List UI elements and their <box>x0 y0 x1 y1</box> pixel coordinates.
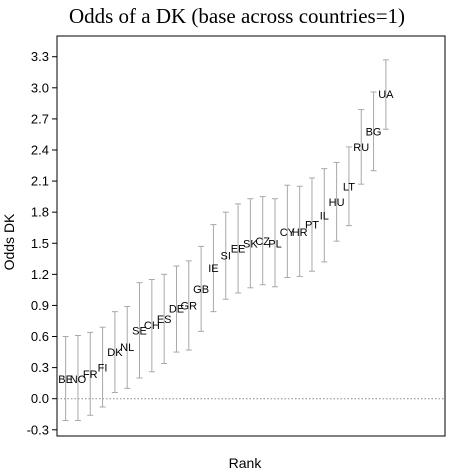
error-bar <box>358 109 365 185</box>
y-tick-label: 0.6 <box>31 329 49 344</box>
error-bar <box>382 59 389 130</box>
point-label: RU <box>353 142 369 154</box>
error-bar <box>74 334 81 421</box>
error-bar <box>222 211 229 300</box>
point-label: CY <box>280 227 296 239</box>
error-bar <box>345 146 352 227</box>
point-label: PT <box>305 220 319 232</box>
point-label: CH <box>144 320 160 332</box>
point-label: GR <box>181 300 198 312</box>
point-label: ES <box>157 314 172 326</box>
error-bar <box>87 331 94 416</box>
point-label: NO <box>70 374 87 386</box>
point-label: PL <box>268 238 281 250</box>
error-bar <box>370 91 377 172</box>
point-label: LT <box>343 181 355 193</box>
y-tick-label: 3.3 <box>31 49 49 64</box>
point-label: FI <box>98 363 108 375</box>
error-bar <box>111 311 118 393</box>
point-label: BG <box>366 126 382 138</box>
point-label: IL <box>320 210 329 222</box>
error-bar <box>148 279 155 373</box>
point-label: HU <box>329 197 345 209</box>
point-label: SI <box>221 251 231 263</box>
point-label: SK <box>243 238 258 250</box>
y-axis-label: Odds DK <box>1 213 17 270</box>
error-bar <box>173 265 180 353</box>
chart-title: Odds of a DK (base across countries=1) <box>69 4 405 28</box>
error-bar <box>308 177 315 272</box>
y-tick-label: 0.9 <box>31 298 49 313</box>
x-axis-label: Rank <box>229 455 263 471</box>
point-label: DE <box>169 304 184 316</box>
point-label: UA <box>378 89 394 101</box>
error-bar <box>235 203 242 294</box>
error-bar <box>272 198 279 288</box>
error-bar <box>198 245 205 332</box>
y-tick-label: 1.2 <box>31 267 49 282</box>
error-bar <box>161 273 168 364</box>
error-bar <box>185 260 192 351</box>
point-label: EE <box>231 243 246 255</box>
error-bar <box>259 196 266 286</box>
error-bar <box>247 198 254 289</box>
y-tick-label: 0.0 <box>31 391 49 406</box>
y-tick-label: 2.1 <box>31 174 49 189</box>
error-bar <box>136 282 143 379</box>
plot-frame <box>56 35 446 437</box>
y-axis-ticks: -0.3 0.0 0.3 0.6 0.9 1.2 1.5 1.8 2.1 2.4 2.7 3.0 3.3 <box>27 49 57 437</box>
point-label: NL <box>120 342 134 354</box>
point-label: FR <box>83 369 98 381</box>
error-bar <box>124 305 131 389</box>
y-tick-label: 1.5 <box>31 236 49 251</box>
error-bar <box>296 185 303 277</box>
point-label: HR <box>292 227 308 239</box>
y-tick-label: 2.4 <box>31 142 49 157</box>
point-label: GB <box>193 284 209 296</box>
y-tick-label: -0.3 <box>27 422 49 437</box>
point-label: DK <box>107 347 123 359</box>
error-bar <box>284 184 291 278</box>
y-tick-label: 2.7 <box>31 111 49 126</box>
point-label: IE <box>208 263 218 275</box>
error-bar <box>333 161 340 242</box>
point-label: CZ <box>255 236 270 248</box>
error-bar <box>321 168 328 263</box>
error-bar <box>210 224 217 313</box>
error-bars <box>62 59 389 421</box>
y-tick-label: 0.3 <box>31 360 49 375</box>
point-label: BE <box>58 374 73 386</box>
error-bar <box>99 326 106 408</box>
point-label: SE <box>132 325 147 337</box>
y-tick-label: 1.8 <box>31 205 49 220</box>
error-bar <box>62 336 69 421</box>
y-tick-label: 3.0 <box>31 80 49 95</box>
